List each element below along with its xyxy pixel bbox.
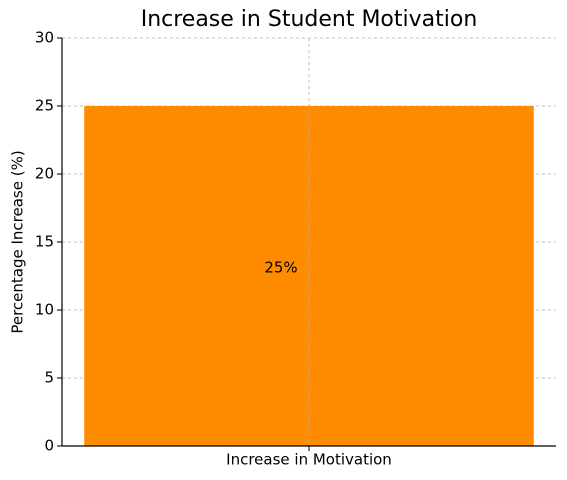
y-tick-label: 15 bbox=[35, 233, 54, 251]
x-tick-label: Increase in Motivation bbox=[226, 451, 392, 469]
y-tick-label: 30 bbox=[35, 29, 54, 47]
y-tick-label: 5 bbox=[44, 369, 54, 387]
bar bbox=[84, 106, 534, 446]
y-axis-label: Percentage Increase (%) bbox=[9, 150, 27, 333]
y-tick-label: 25 bbox=[35, 97, 54, 115]
chart-title: Increase in Student Motivation bbox=[141, 7, 478, 32]
value-label: 25% bbox=[264, 259, 297, 277]
y-tick-label: 10 bbox=[35, 301, 54, 319]
y-tick-label: 20 bbox=[35, 165, 54, 183]
y-tick-label: 0 bbox=[44, 437, 54, 455]
